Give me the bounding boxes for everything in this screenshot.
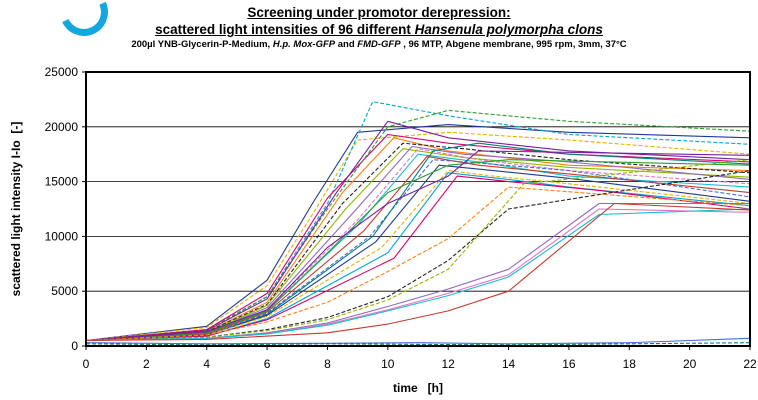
y-tick-label: 10000 — [45, 229, 79, 243]
x-tick-label: 16 — [562, 357, 576, 371]
x-tick-label: 10 — [381, 357, 395, 371]
x-tick-label: 8 — [324, 357, 331, 371]
y-tick-label: 25000 — [45, 65, 79, 79]
series-line — [85, 202, 751, 342]
series-line — [85, 159, 751, 342]
x-tick-label: 4 — [203, 357, 210, 371]
chart-title-plain: scattered light intensities of 96 differ… — [155, 22, 415, 37]
series-line — [85, 145, 751, 342]
series-line — [85, 142, 751, 342]
subtitle-strain-1: H.p. Mox-GFP — [272, 39, 336, 50]
x-axis-title: time [h] — [393, 381, 443, 395]
series-line — [85, 120, 751, 342]
series-line — [85, 208, 751, 342]
series-line — [85, 159, 751, 342]
series-line — [85, 133, 751, 342]
y-tick-label: 20000 — [45, 120, 79, 134]
y-tick-label: 0 — [71, 339, 78, 353]
y-tick-label: 15000 — [45, 175, 79, 189]
series-line — [85, 142, 751, 342]
subtitle-medium: 200µl YNB-Glycerin-P-Medium, — [131, 39, 273, 50]
subtitle-conditions: , 96 MTP, Abgene membrane, 995 rpm, 3mm,… — [400, 39, 627, 50]
chart-header: Screening under promotor derepression: s… — [0, 4, 758, 52]
series-line — [85, 148, 751, 342]
series-line — [85, 175, 751, 342]
x-tick-label: 2 — [143, 357, 150, 371]
x-tick-label: 18 — [623, 357, 637, 371]
series-line — [85, 202, 750, 342]
series-line — [85, 131, 751, 342]
chart-title-species: Hansenula polymorpha clons — [414, 22, 603, 37]
subtitle-and: and — [335, 39, 358, 50]
x-tick-label: 20 — [683, 357, 697, 371]
series-line — [85, 155, 751, 342]
y-tick-label: 5000 — [51, 284, 78, 298]
plot-frame — [85, 71, 751, 347]
chart-subtitle: 200µl YNB-Glycerin-P-Medium, H.p. Mox-GF… — [0, 38, 758, 52]
series-line — [85, 164, 751, 342]
series-line — [85, 170, 751, 342]
y-axis-title: scattered light intensity I-Io [-] — [9, 122, 23, 297]
series-line — [85, 342, 751, 346]
series-line — [85, 124, 751, 342]
x-tick-label: 12 — [442, 357, 456, 371]
series-line — [85, 137, 751, 342]
series-line — [85, 159, 751, 342]
x-tick-label: 0 — [83, 357, 90, 371]
series-line — [85, 337, 751, 345]
x-tick-label: 22 — [743, 357, 757, 371]
x-tick-label: 14 — [502, 357, 516, 371]
subtitle-strain-2: FMD-GFP — [357, 39, 401, 50]
series-line — [85, 172, 751, 342]
series-line — [85, 208, 751, 342]
series-line — [85, 101, 751, 342]
series-line — [85, 150, 751, 342]
x-tick-label: 6 — [264, 357, 271, 371]
series-line — [85, 170, 751, 342]
series-line — [85, 186, 751, 342]
chart-heading: Screening under promotor derepression: — [247, 5, 511, 20]
chart-title: scattered light intensities of 96 differ… — [0, 21, 758, 38]
series-line — [85, 148, 751, 342]
series-line — [85, 109, 751, 342]
